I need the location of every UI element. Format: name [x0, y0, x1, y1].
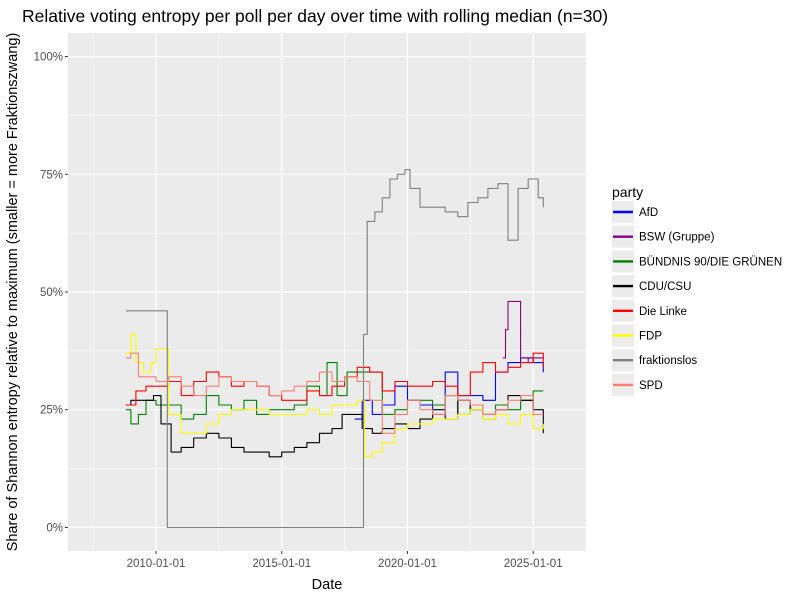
- y-tick-label: 50%: [40, 287, 63, 299]
- x-axis-ticks: 2010-01-01 2015-01-01 2020-01-01 2025-01-01: [127, 551, 563, 570]
- legend-label-bsw-gruppe: BSW (Gruppe): [639, 232, 715, 244]
- series-lines: [125, 169, 544, 529]
- y-axis-title: Share of Shannon entropy relative to max…: [5, 33, 21, 552]
- series-line-die-linke: [125, 352, 544, 406]
- legend-label-fraktionslos: fraktionslos: [639, 355, 697, 367]
- series-line-spd: [125, 352, 544, 434]
- x-tick-label: 2025-01-01: [504, 558, 563, 570]
- legend-label-die-linke: Die Linke: [639, 306, 687, 318]
- x-tick-label: 2015-01-01: [252, 558, 311, 570]
- series-line-fraktionslos: [125, 169, 544, 529]
- y-tick-label: 0%: [46, 522, 63, 534]
- y-tick-label: 100%: [34, 52, 63, 64]
- x-tick-label: 2020-01-01: [378, 558, 437, 570]
- x-tick-label: 2010-01-01: [127, 558, 186, 570]
- legend-label-cdu-csu: CDU/CSU: [639, 281, 691, 293]
- x-axis-title: Date: [312, 577, 343, 593]
- legend-label-fdp: FDP: [639, 331, 662, 343]
- legend-label-b-ndnis-90-die-gr-nen: BÜNDNIS 90/DIE GRÜNEN: [639, 256, 782, 268]
- legend-label-spd: SPD: [639, 380, 663, 392]
- y-tick-label: 75%: [40, 169, 63, 181]
- legend-label-afd: AfD: [639, 207, 658, 219]
- y-axis-ticks: 0% 25% 50% 75% 100%: [34, 52, 68, 534]
- legend: party AfD BSW (Gruppe) BÜNDNIS 90/DIE GRÜN…: [612, 184, 782, 396]
- legend-title: party: [612, 184, 643, 200]
- chart-title: Relative voting entropy per poll per day…: [22, 6, 608, 26]
- legend-items: AfD BSW (Gruppe) BÜNDNIS 90/DIE GRÜNEN CDU/…: [612, 201, 782, 396]
- y-tick-label: 25%: [40, 405, 63, 417]
